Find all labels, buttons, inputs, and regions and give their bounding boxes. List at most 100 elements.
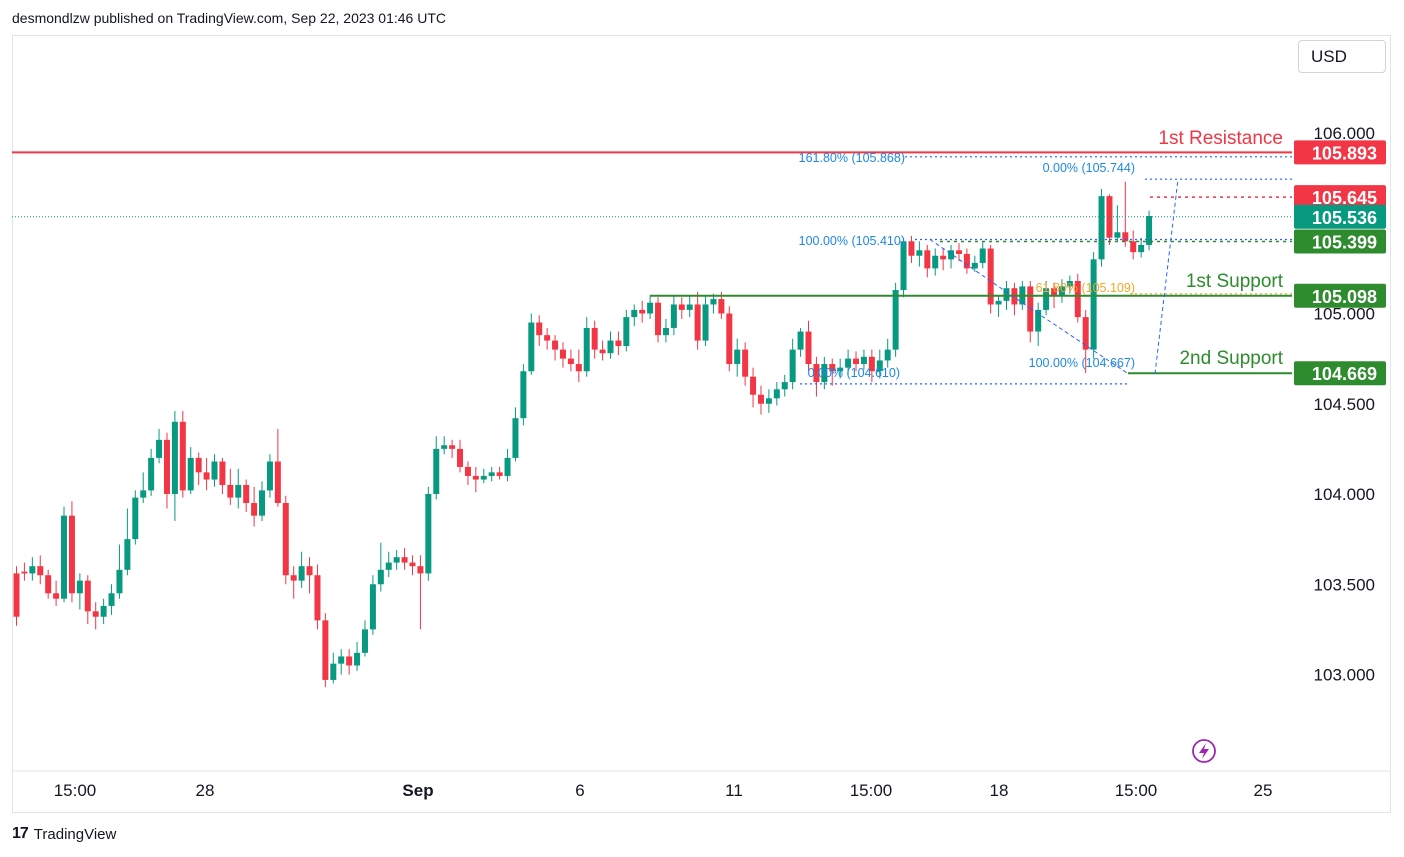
candle-body — [876, 360, 883, 372]
chart-frame[interactable] — [12, 35, 1391, 813]
candle-body — [140, 490, 147, 498]
candle-body — [821, 364, 828, 383]
candle-body — [908, 241, 915, 256]
tradingview-footer[interactable]: 17 TradingView — [12, 825, 116, 843]
x-axis-tick-label: 11 — [725, 781, 743, 800]
candle-body — [124, 539, 131, 570]
candle-body — [1066, 281, 1073, 287]
candle-body — [710, 299, 717, 305]
candle-body — [338, 656, 345, 664]
candle-body — [528, 322, 535, 372]
candle-body — [29, 566, 36, 574]
candle-body — [924, 250, 931, 269]
y-axis-tick-label: 106.000 — [1314, 124, 1375, 143]
candle-body — [750, 376, 757, 395]
candle-body — [647, 302, 654, 314]
candle-body — [211, 461, 218, 480]
candle-body — [171, 421, 178, 494]
candle-body — [837, 367, 844, 372]
candle-body — [457, 448, 464, 467]
price-tag — [1294, 204, 1386, 229]
candle-body — [409, 562, 416, 567]
candle-body — [599, 349, 606, 354]
candle-body — [995, 300, 1002, 305]
x-axis-tick-label: 15:00 — [850, 781, 893, 800]
tradingview-logo-icon: 17 — [12, 825, 29, 842]
candle-body — [361, 629, 368, 653]
candle-body — [100, 605, 107, 617]
candle-body — [583, 327, 590, 372]
candle-body — [179, 421, 186, 491]
candle-body — [417, 566, 424, 574]
candle-body — [156, 439, 163, 458]
candle-body — [1098, 196, 1105, 260]
candle-body — [1003, 288, 1010, 301]
candle-body — [354, 652, 361, 666]
candle-body — [536, 322, 543, 336]
publisher-line: desmondlzw published on TradingView.com,… — [12, 10, 447, 26]
candle-body — [219, 461, 226, 485]
candle-body — [1106, 196, 1113, 238]
candle-body — [1130, 241, 1137, 253]
candle-body — [726, 313, 733, 365]
level-label: 2nd Support — [1179, 348, 1283, 369]
candle-body — [963, 253, 970, 269]
candle-body — [1074, 281, 1081, 318]
candle-body — [266, 461, 273, 491]
candle-body — [639, 309, 646, 314]
candle-body — [829, 364, 836, 372]
candle-body — [655, 302, 662, 336]
candle-body — [76, 580, 83, 594]
candle-body — [1058, 286, 1065, 296]
candle-body — [68, 515, 75, 594]
candle-body — [1122, 232, 1129, 242]
price-tag-label: 105.399 — [1312, 232, 1377, 252]
candle-body — [195, 457, 202, 473]
price-tag — [1294, 140, 1386, 165]
fib-trend-segment — [1154, 179, 1179, 374]
candle-body — [971, 262, 978, 269]
candle-body — [544, 335, 551, 341]
candle-body — [615, 340, 622, 346]
candle-body — [631, 309, 638, 318]
candle-body — [441, 445, 448, 449]
candle-body — [892, 290, 899, 350]
candle-body — [797, 331, 804, 350]
candle-body — [1043, 288, 1050, 310]
candle-body — [734, 349, 741, 365]
price-tag-label: 105.893 — [1312, 143, 1377, 163]
candle-body — [401, 557, 408, 563]
candle-body — [1146, 216, 1153, 245]
candle-body — [13, 573, 20, 617]
price-tag-label: 105.098 — [1312, 287, 1377, 307]
y-axis-tick-label: 103.000 — [1314, 666, 1375, 685]
candle-body — [116, 569, 123, 594]
candle-body — [1114, 232, 1121, 238]
candle-body — [61, 515, 68, 599]
price-tag — [1294, 185, 1386, 210]
candle-body — [813, 364, 820, 383]
candle-body — [805, 331, 812, 365]
candle-body — [789, 349, 796, 383]
y-axis-tick-label: 103.500 — [1314, 575, 1375, 594]
candle-body — [369, 584, 376, 630]
currency-selector[interactable]: USD — [1298, 40, 1386, 73]
candle-body — [742, 349, 749, 377]
candle-body — [575, 364, 582, 372]
candle-body — [488, 472, 495, 476]
candle-body — [623, 317, 630, 346]
candle-body — [757, 394, 764, 404]
candle-body — [290, 575, 297, 581]
candle-body — [84, 580, 91, 612]
x-axis-tick-label: 15:00 — [54, 781, 97, 800]
candle-body — [346, 656, 353, 666]
fib-label: 100.00% (105.410) — [799, 234, 905, 248]
candle-body — [298, 566, 305, 581]
candle-body — [282, 503, 289, 576]
candle-body — [512, 418, 519, 458]
candle-body — [979, 248, 986, 263]
candle-body — [314, 575, 321, 621]
lightning-icon — [1192, 739, 1216, 763]
price-tag-label: 105.536 — [1312, 208, 1377, 228]
